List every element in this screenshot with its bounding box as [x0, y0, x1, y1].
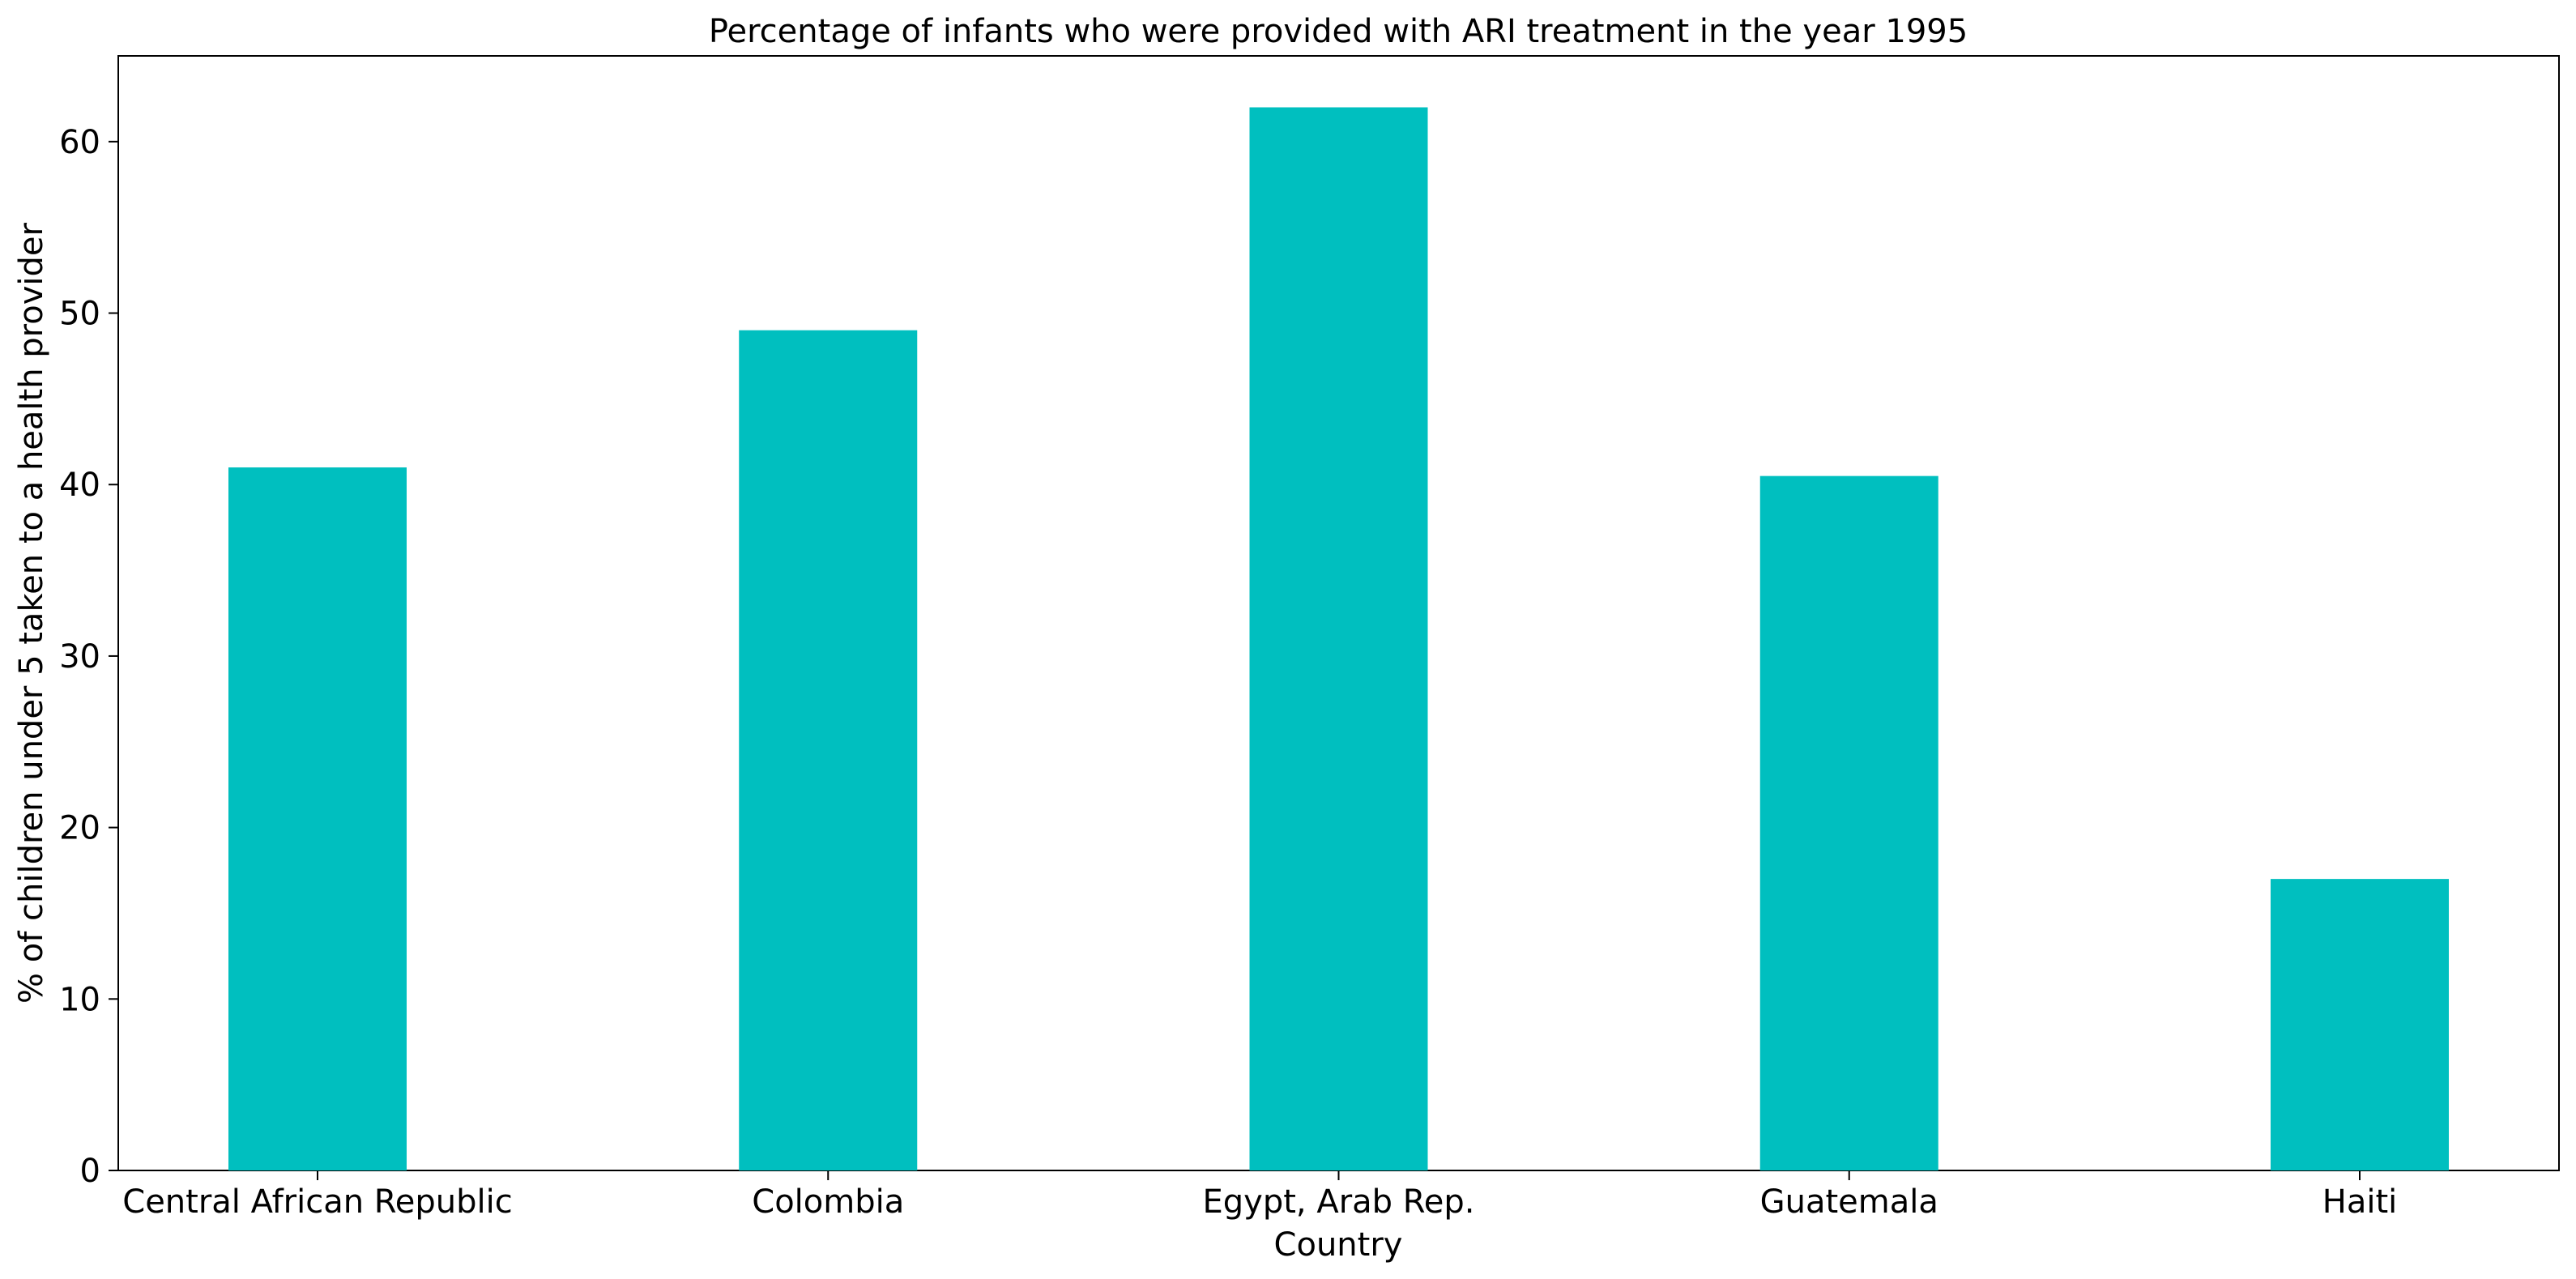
x-tick-label: Central African Republic	[122, 1183, 512, 1221]
bar-egypt-arab-rep	[1249, 107, 1428, 1170]
chart-title: Percentage of infants who were provided …	[709, 13, 1968, 50]
plot-area: 0 10 20 30 40 50 60 Central African Republic Co…	[59, 55, 2560, 1221]
bar-haiti	[2271, 879, 2449, 1170]
y-tick-label: 50	[59, 296, 100, 333]
bars-group	[228, 107, 2449, 1170]
x-tick-label: Colombia	[752, 1183, 904, 1221]
x-axis-label: Country	[1274, 1226, 1403, 1264]
y-tick-label: 10	[59, 981, 100, 1018]
y-tick-label: 40	[59, 467, 100, 504]
bar-guatemala	[1759, 475, 1938, 1170]
bar-central-african-republic	[228, 467, 407, 1170]
x-tick-label: Egypt, Arab Rep.	[1203, 1183, 1475, 1221]
y-axis-ticks: 0 10 20 30 40 50 60	[59, 124, 118, 1190]
y-tick-label: 20	[59, 810, 100, 847]
y-tick-label: 30	[59, 638, 100, 676]
x-tick-label: Haiti	[2322, 1183, 2398, 1221]
y-axis-label: % of children under 5 taken to a health …	[13, 222, 50, 1003]
y-tick-label: 0	[80, 1153, 100, 1190]
bar-colombia	[739, 330, 918, 1170]
x-tick-label: Guatemala	[1760, 1183, 1938, 1221]
x-axis-ticks: Central African Republic Colombia Egypt, A…	[122, 1170, 2397, 1221]
y-tick-label: 60	[59, 124, 100, 161]
